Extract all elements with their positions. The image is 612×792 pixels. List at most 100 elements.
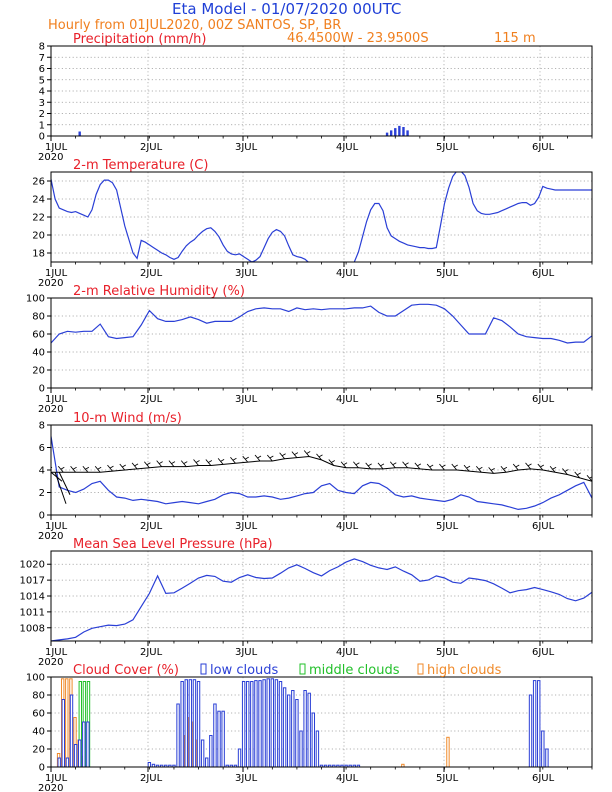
low-clouds-bar [332,764,336,767]
panel-title: Mean Sea Level Pressure (hPa) [73,537,273,552]
low-clouds-bar [291,690,295,767]
legend-label-low: low clouds [210,663,279,678]
low-clouds-bar [352,764,356,767]
x-tick-label: 4JUL [336,142,359,153]
wind-barb-baseline [51,455,592,482]
panel-title: 2-m Relative Humidity (%) [73,284,245,299]
x-tick-label: 4JUL [336,647,359,658]
x-tick-label: 6JUL [532,773,555,784]
x-year-label: 2020 [38,278,63,289]
wind-barb-feather [171,461,176,464]
panel-frame [50,676,593,768]
y-tick-label: 8 [39,421,45,432]
wind-barb-feather [429,464,434,468]
wind-barb-feather [404,462,409,466]
x-tick-label: 3JUL [235,394,258,405]
wind-panel: 0 2 4 6 8 1JUL 2JUL 3JUL 4JUL 5JUL 6JUL 2020 10-m Wi… [38,411,593,542]
wind-barb-feather [134,463,139,467]
wind-barb-feather [454,464,458,468]
x-tick-label: 5JUL [436,521,459,532]
x-tick-label: 6JUL [532,268,555,279]
y-tick-label: 1017 [20,576,45,587]
low-clouds-bar [205,757,209,767]
panel-title: Cloud Cover (%) [73,663,179,678]
x-tick-label: 1JUL [45,773,68,784]
wind-barb-feather [380,463,385,467]
wind-barb-feather [158,461,163,464]
x-tick-label: 5JUL [436,773,459,784]
low-clouds-bar [233,764,238,767]
y-tick-label: 1008 [20,623,45,634]
x-tick-label: 1JUL [45,647,68,658]
legend-label-middle: middle clouds [309,663,400,678]
wind-barb-feather [466,465,471,469]
low-clouds-bar [229,764,234,767]
low-clouds-bar [65,757,70,767]
y-tick-label: 100 [26,673,45,684]
y-tick-label: 8 [39,42,45,53]
x-year-label: 2020 [38,657,63,668]
wind-barb-feather [503,466,508,470]
low-clouds-bar [344,764,348,767]
panel-title: 10-m Wind (m/s) [73,411,182,426]
y-tick-label: 0 [39,384,45,395]
wind-barb-feather [392,462,397,466]
low-clouds-bar [282,687,287,767]
wind-barb-feather [589,476,592,479]
high-clouds-bar [446,736,450,767]
x-tick-label: 2JUL [140,394,163,405]
wind-barb-feather [527,463,532,467]
panel-title: Precipitation (mm/h) [73,32,206,47]
low-clouds-bar [168,764,172,767]
figure-title: Eta Model - 01/07/2020 00UTC [172,0,401,18]
low-clouds-bar [278,681,283,767]
legend-swatch-high [417,663,424,675]
low-clouds-bar [159,764,164,767]
low-clouds-bar [532,680,537,767]
x-tick-label: 1JUL [45,394,68,405]
y-tick-label: 6 [39,64,45,75]
low-clouds-bar [327,764,332,767]
low-clouds-bar [246,681,250,767]
low-clouds-bar [287,694,291,767]
y-tick-label: 1011 [20,607,45,618]
x-tick-label: 4JUL [336,268,359,279]
low-clouds-bar [545,748,549,767]
plot-area [51,436,592,511]
x-tick-label: 5JUL [436,142,459,153]
plot-area [51,172,592,262]
plot-area [51,558,592,641]
y-tick-label: 22 [32,213,45,224]
wind-barb-feather [343,462,348,466]
low-clouds-bar [188,679,193,767]
precip-bar [389,130,393,136]
y-tick-label: 4 [39,87,45,98]
wind-barb-feather [552,466,557,470]
wind-barb-feather [208,460,213,463]
y-tick-label: 7 [39,53,45,64]
y-tick-label: 80 [32,312,45,323]
low-clouds-bar [348,764,352,767]
legend-swatch-middle [299,663,306,675]
wind-barb-feather [564,469,569,472]
wind-barb-feather [269,455,274,459]
wind-barb-feather [109,465,114,469]
wind-barb-feather [232,457,237,461]
rh-series-line [51,303,592,344]
y-tick-label: 0 [39,511,45,522]
x-tick-label: 3JUL [235,521,258,532]
precip-bar [398,125,401,136]
low-clouds-bar [303,690,307,767]
low-clouds-bar [315,730,320,767]
x-tick-label: 6JUL [532,647,555,658]
x-year-label: 2020 [38,531,63,542]
y-tick-label: 80 [32,691,45,702]
low-clouds-bar [217,710,221,767]
low-clouds-bar [192,679,197,767]
precip-bar [394,128,397,136]
low-clouds-bar [528,694,533,767]
wind-barb-feather [515,464,520,468]
x-year-label: 2020 [38,152,63,163]
y-tick-label: 20 [32,366,45,377]
